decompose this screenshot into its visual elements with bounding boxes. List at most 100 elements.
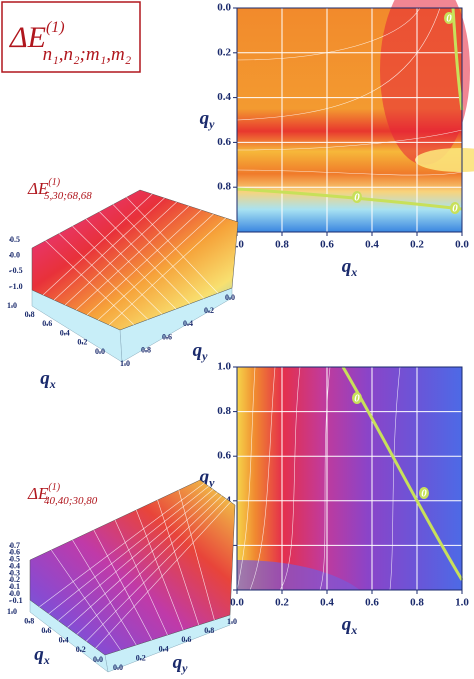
y-tick-label: 0.8	[217, 181, 231, 193]
title-superscript: (1)	[48, 482, 60, 493]
tick-mark	[117, 667, 119, 669]
tick-mark	[64, 332, 66, 335]
surface-mesh	[85, 218, 177, 310]
z-tick-label: -0.5	[10, 266, 23, 275]
tick-mark	[185, 639, 188, 642]
axis-label-main: q	[342, 614, 352, 635]
x-tick-label: 0.2	[76, 645, 86, 654]
surface-mesh	[53, 197, 165, 301]
tick-mark	[9, 579, 11, 582]
y-tick-label: 0.2	[217, 46, 231, 58]
y-tick-label: 1.0	[217, 361, 231, 373]
axis-label-main: q	[200, 467, 210, 488]
axis-label-main: q	[342, 256, 352, 277]
tick-mark	[208, 630, 210, 632]
x-tick-label: 0.6	[41, 626, 51, 635]
x-tick-label: 0.6	[42, 319, 52, 328]
x-tick-label: 0.6	[365, 597, 379, 609]
tick-mark	[9, 545, 11, 547]
z-tick-label: 0.2	[10, 575, 20, 584]
axis-label-main: q	[200, 108, 210, 129]
surface-mesh	[67, 492, 218, 628]
axis-label-sub: y	[207, 117, 215, 131]
z-tick-label: -1.0	[10, 282, 23, 291]
z-tick-label: 0.0	[10, 589, 20, 598]
tick-mark	[45, 630, 48, 632]
tick-mark	[28, 620, 31, 623]
plot-title: ΔE(1) 40,40;30,80	[27, 482, 98, 506]
x-tick-label: 0.6	[320, 239, 334, 251]
axis-label: qx	[342, 256, 358, 278]
contour-line	[236, 7, 421, 61]
contour-label-bg	[352, 191, 362, 203]
axis-label-sub: y	[200, 349, 208, 363]
surface-mesh	[135, 509, 184, 631]
axis-label: qy	[173, 652, 189, 674]
tick-mark	[229, 297, 231, 299]
y-tick-label: 1.0	[120, 359, 130, 368]
axis-label-sub: x	[49, 377, 56, 391]
y-tick-label: 0.2	[204, 306, 214, 315]
header-formula: ΔE(1) n₁,n₂;m₁,m₂	[9, 19, 132, 66]
contour-region	[380, 0, 470, 165]
surface-mesh	[76, 495, 223, 635]
surface-mesh	[114, 519, 168, 636]
x-tick-label: 0.4	[365, 239, 379, 251]
y-tick-label: 0.6	[217, 136, 231, 148]
tick-mark	[231, 621, 233, 623]
surface-mesh	[72, 539, 137, 646]
y-tick-label: 0.0	[225, 293, 235, 302]
surface-mesh	[45, 240, 135, 325]
tick-mark	[81, 342, 84, 344]
header-symbol: ΔE	[9, 21, 46, 54]
tick-mark	[208, 310, 210, 313]
axis-label-main: q	[34, 644, 44, 665]
z-tick-label: 0.3	[10, 568, 20, 577]
surface-mesh	[57, 489, 214, 621]
z-tick-label: 0.7	[10, 541, 20, 550]
contour-line	[236, 366, 256, 591]
y-tick-label: 0.0	[113, 663, 123, 672]
surface-mesh	[58, 233, 149, 320]
contour-label: 0	[354, 192, 360, 204]
tick-mark	[9, 270, 11, 273]
axis-label-sub: x	[350, 623, 357, 637]
y-tick-label: 0.0	[217, 2, 231, 14]
tick-mark	[11, 305, 13, 307]
x-tick-label: 0.8	[25, 310, 35, 319]
x-tick-label: 1.0	[7, 607, 17, 616]
x-tick-label: 0.0	[93, 655, 103, 664]
y-tick-label: 0.6	[217, 450, 231, 462]
y-tick-label: 0.8	[204, 626, 214, 635]
z-tick-label: 0.4	[10, 561, 20, 570]
tick-mark	[140, 658, 142, 660]
surface-mesh	[75, 205, 190, 311]
tick-mark	[28, 314, 31, 317]
tick-mark	[145, 350, 147, 352]
surface-mesh	[93, 529, 153, 641]
header-box	[1, 1, 141, 73]
y-tick-label: 0.8	[217, 405, 231, 417]
tick-mark	[9, 565, 11, 568]
y-tick-label: 0.6	[181, 635, 191, 644]
tick-mark	[187, 323, 189, 326]
y-tick-label: 0.8	[141, 346, 151, 355]
x-tick-label: 1.0	[455, 597, 469, 609]
title-superscript: (1)	[48, 177, 60, 188]
tick-mark	[9, 254, 11, 257]
z-tick-label: 0.5	[10, 235, 20, 244]
surface-mesh	[112, 204, 205, 299]
axis-label-main: q	[40, 368, 50, 389]
contour-label-bg	[450, 202, 460, 214]
surface	[31, 189, 239, 331]
surface-mesh	[178, 489, 215, 621]
z-tick-label: -0.1	[10, 596, 23, 605]
x-tick-label: 0.8	[410, 597, 424, 609]
tick-mark	[9, 552, 11, 554]
tick-mark	[9, 572, 11, 575]
x-tick-label: 0.2	[410, 239, 424, 251]
zero-contour	[341, 366, 464, 581]
axis-label-sub: y	[207, 475, 215, 489]
x-tick-label: 0.0	[95, 347, 105, 356]
